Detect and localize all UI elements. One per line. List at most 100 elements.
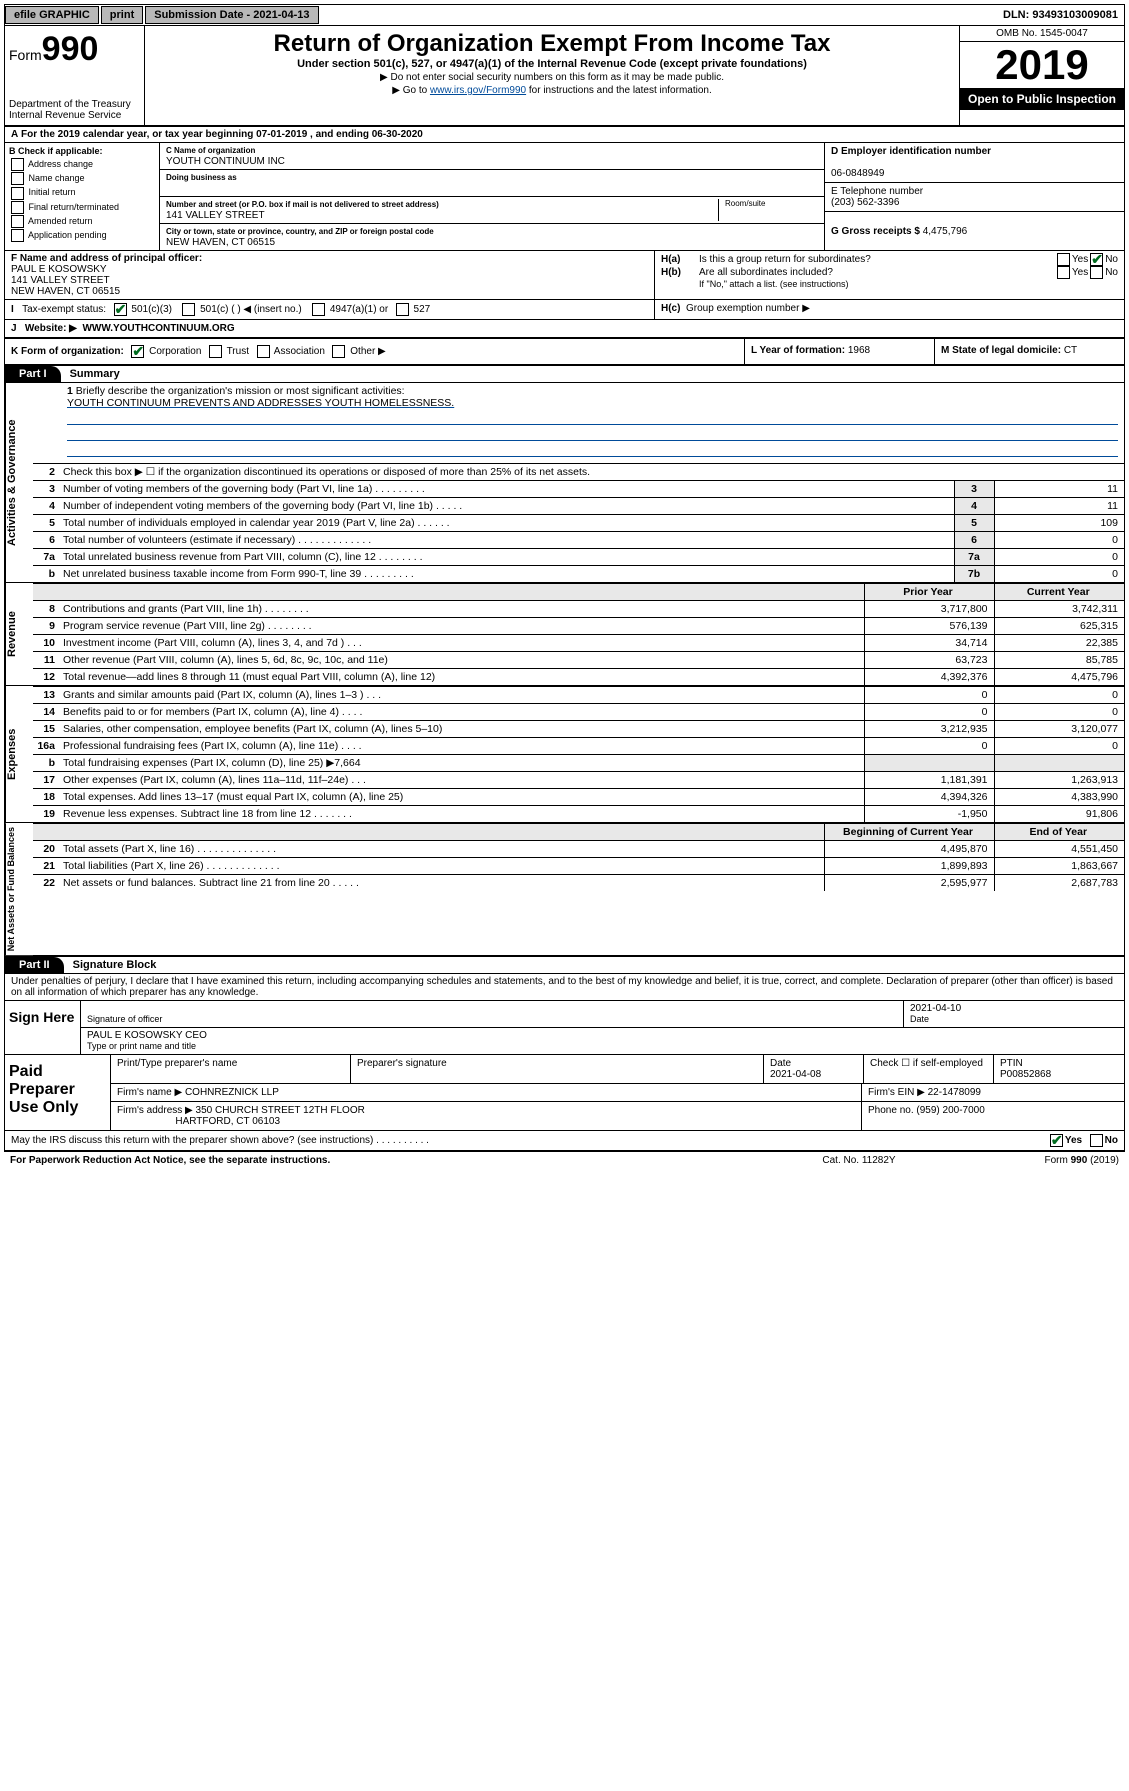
cb-501c[interactable] — [182, 303, 195, 316]
form-title: Return of Organization Exempt From Incom… — [149, 30, 955, 58]
form-subtitle: Under section 501(c), 527, or 4947(a)(1)… — [149, 58, 955, 70]
domicile-label: M State of legal domicile: — [941, 345, 1061, 356]
form-footer: Form 990 (2019) — [1045, 1155, 1119, 1166]
phone-label: E Telephone number — [831, 186, 923, 197]
preparer-name-head: Print/Type preparer's name — [111, 1055, 351, 1083]
cb-4947[interactable] — [312, 303, 325, 316]
firm-addr2: HARTFORD, CT 06103 — [175, 1116, 280, 1127]
discuss-text: May the IRS discuss this return with the… — [11, 1135, 1048, 1146]
print-button[interactable]: print — [101, 6, 143, 24]
cb-initial-return[interactable] — [11, 187, 24, 200]
vtab-governance: Activities & Governance — [5, 383, 33, 582]
cb-hb-yes[interactable] — [1057, 266, 1070, 279]
cb-assoc[interactable] — [257, 345, 270, 358]
ptin: P00852868 — [1000, 1069, 1051, 1080]
vtab-expenses: Expenses — [5, 686, 33, 822]
city-label: City or town, state or province, country… — [166, 227, 434, 236]
ein-label: D Employer identification number — [831, 146, 991, 157]
cb-app-pending[interactable] — [11, 229, 24, 242]
goto-post: for instructions and the latest informat… — [526, 85, 712, 96]
hb-note: If "No," attach a list. (see instruction… — [661, 279, 1118, 289]
cb-ha-yes[interactable] — [1057, 253, 1070, 266]
domicile: CT — [1064, 345, 1077, 356]
irs-link[interactable]: www.irs.gov/Form990 — [430, 85, 526, 96]
submission-date: Submission Date - 2021-04-13 — [145, 6, 318, 24]
preparer-date: 2021-04-08 — [770, 1069, 821, 1080]
cb-discuss-yes[interactable] — [1050, 1134, 1063, 1147]
sig-date: 2021-04-10 — [910, 1003, 961, 1014]
street-address: 141 VALLEY STREET — [166, 210, 265, 221]
vtab-revenue: Revenue — [5, 583, 33, 685]
open-public-badge: Open to Public Inspection — [960, 88, 1124, 110]
penalty-text: Under penalties of perjury, I declare th… — [4, 974, 1125, 1000]
page-footer: For Paperwork Reduction Act Notice, see … — [4, 1151, 1125, 1169]
entity-block: B Check if applicable: Address change Na… — [4, 143, 1125, 251]
phone-value: (203) 562-3396 — [831, 197, 899, 208]
sign-here-label: Sign Here — [5, 1001, 80, 1054]
website-label: Website: ▶ — [25, 323, 77, 334]
box-b-label: B Check if applicable: — [9, 146, 103, 156]
part-i-title: Summary — [64, 366, 126, 382]
sig-name: PAUL E KOSOWSKY CEO — [87, 1030, 207, 1041]
vtab-net-assets: Net Assets or Fund Balances — [5, 823, 33, 955]
dept-treasury: Department of the Treasury — [9, 99, 140, 110]
hb-text: Are all subordinates included? — [699, 267, 1055, 278]
part-i-bar: Part I — [5, 366, 61, 382]
cb-address-change[interactable] — [11, 158, 24, 171]
form-prefix: Form — [9, 47, 42, 63]
omb-number: OMB No. 1545-0047 — [960, 26, 1124, 42]
signature-block: Sign Here Signature of officer 2021-04-1… — [4, 1000, 1125, 1131]
cb-trust[interactable] — [209, 345, 222, 358]
year-formation-label: L Year of formation: — [751, 345, 845, 356]
cb-amended[interactable] — [11, 215, 24, 228]
tax-year: 2019 — [960, 42, 1124, 88]
cb-name-change[interactable] — [11, 172, 24, 185]
cat-no: Cat. No. 11282Y — [759, 1155, 959, 1166]
mission-label: Briefly describe the organization's miss… — [76, 385, 405, 397]
officer-addr2: NEW HAVEN, CT 06515 — [11, 286, 120, 297]
governance-table: 2Check this box ▶ ☐ if the organization … — [33, 463, 1124, 582]
mission-text: YOUTH CONTINUUM PREVENTS AND ADDRESSES Y… — [67, 397, 454, 409]
hc-text: Group exemption number ▶ — [686, 303, 810, 314]
cb-other[interactable] — [332, 345, 345, 358]
ssn-note: ▶ Do not enter social security numbers o… — [149, 72, 955, 83]
form-number: 990 — [42, 30, 99, 68]
efile-button[interactable]: efile GRAPHIC — [5, 6, 99, 24]
firm-phone: (959) 200-7000 — [916, 1105, 984, 1116]
preparer-sig-head: Preparer's signature — [351, 1055, 764, 1083]
expenses-table: 13Grants and similar amounts paid (Part … — [33, 686, 1124, 822]
cb-discuss-no[interactable] — [1090, 1134, 1103, 1147]
part-ii-bar: Part II — [5, 957, 64, 973]
org-name: YOUTH CONTINUUM INC — [166, 156, 285, 167]
part-ii-title: Signature Block — [67, 957, 163, 973]
city-state-zip: NEW HAVEN, CT 06515 — [166, 237, 275, 248]
gross-receipts-label: G Gross receipts $ — [831, 226, 920, 237]
dln: DLN: 93493103009081 — [997, 7, 1124, 23]
cb-527[interactable] — [396, 303, 409, 316]
cb-ha-no[interactable] — [1090, 253, 1103, 266]
revenue-table: Prior YearCurrent Year 8Contributions an… — [33, 583, 1124, 685]
paperwork-notice: For Paperwork Reduction Act Notice, see … — [10, 1155, 759, 1166]
paid-preparer-label: Paid Preparer Use Only — [5, 1055, 110, 1130]
cb-501c3[interactable] — [114, 303, 127, 316]
firm-addr1: 350 CHURCH STREET 12TH FLOOR — [196, 1105, 365, 1116]
officer-label: F Name and address of principal officer: — [11, 253, 202, 264]
firm-ein: 22-1478099 — [928, 1087, 981, 1098]
form-header: Form990 Department of the Treasury Inter… — [4, 26, 1125, 127]
year-formation: 1968 — [848, 345, 870, 356]
cb-corp[interactable] — [131, 345, 144, 358]
net-assets-table: Beginning of Current YearEnd of Year 20T… — [33, 823, 1124, 891]
org-name-label: C Name of organization — [166, 146, 255, 155]
officer-addr1: 141 VALLEY STREET — [11, 275, 110, 286]
ha-text: Is this a group return for subordinates? — [699, 254, 1055, 265]
cb-final-return[interactable] — [11, 201, 24, 214]
ein-value: 06-0848949 — [831, 168, 884, 179]
line-a: A For the 2019 calendar year, or tax yea… — [5, 127, 429, 142]
dba-label: Doing business as — [166, 173, 237, 182]
website-value: WWW.YOUTHCONTINUUM.ORG — [82, 323, 234, 334]
addr-label: Number and street (or P.O. box if mail i… — [166, 200, 439, 209]
line2-text: Check this box ▶ ☐ if the organization d… — [59, 464, 1124, 481]
room-suite-label: Room/suite — [718, 199, 818, 221]
cb-hb-no[interactable] — [1090, 266, 1103, 279]
irs-label: Internal Revenue Service — [9, 110, 140, 121]
